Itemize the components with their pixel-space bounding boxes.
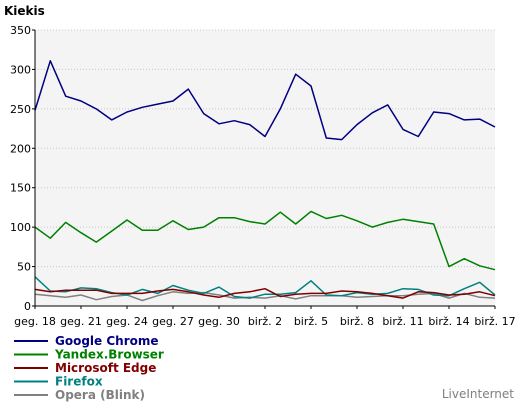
series-layer [34, 60, 496, 302]
y-tick-label: 0 [24, 300, 31, 313]
x-tick-label: birž. 14 [428, 315, 469, 328]
legend-label: Google Chrome [55, 334, 159, 348]
plot-area [35, 30, 495, 306]
x-tick-label: geg. 30 [198, 315, 240, 328]
y-ticks: 0 50 100 150 200 250 300 350 [10, 24, 35, 313]
x-tick-label: birž. 17 [474, 315, 515, 328]
legend-label: Opera (Blink) [55, 388, 145, 402]
series-line-firefox [34, 276, 496, 299]
legend-label: Microsoft Edge [55, 361, 156, 375]
legend-label: Firefox [55, 375, 103, 389]
x-tick-label: geg. 18 [14, 315, 56, 328]
x-tick-label: birž. 5 [294, 315, 328, 328]
series-line-google-chrome [34, 60, 496, 141]
series-line-microsoft-edge [34, 287, 496, 299]
series-line-opera-blink [34, 291, 496, 302]
x-ticks: geg. 18 geg. 21 geg. 24 geg. 27 geg. 30 birž.… [14, 306, 516, 328]
y-tick-label: 50 [17, 261, 31, 274]
x-tick-label: birž. 11 [382, 315, 423, 328]
y-tick-label: 100 [10, 221, 31, 234]
x-tick-label: birž. 8 [340, 315, 374, 328]
legend-label: Yandex.Browser [54, 348, 164, 362]
y-tick-label: 200 [10, 142, 31, 155]
x-tick-label: geg. 21 [60, 315, 102, 328]
y-tick-label: 350 [10, 24, 31, 37]
y-tick-label: 250 [10, 103, 31, 116]
y-tick-label: 300 [10, 63, 31, 76]
x-tick-label: geg. 27 [152, 315, 194, 328]
series-line-yandex-browser [34, 210, 496, 271]
y-tick-label: 150 [10, 182, 31, 195]
x-tick-label: birž. 2 [248, 315, 282, 328]
brand-label: LiveInternet [442, 387, 514, 401]
plot-background [35, 30, 495, 306]
y-axis-label: Kiekis [4, 4, 45, 18]
x-tick-label: geg. 24 [106, 315, 148, 328]
